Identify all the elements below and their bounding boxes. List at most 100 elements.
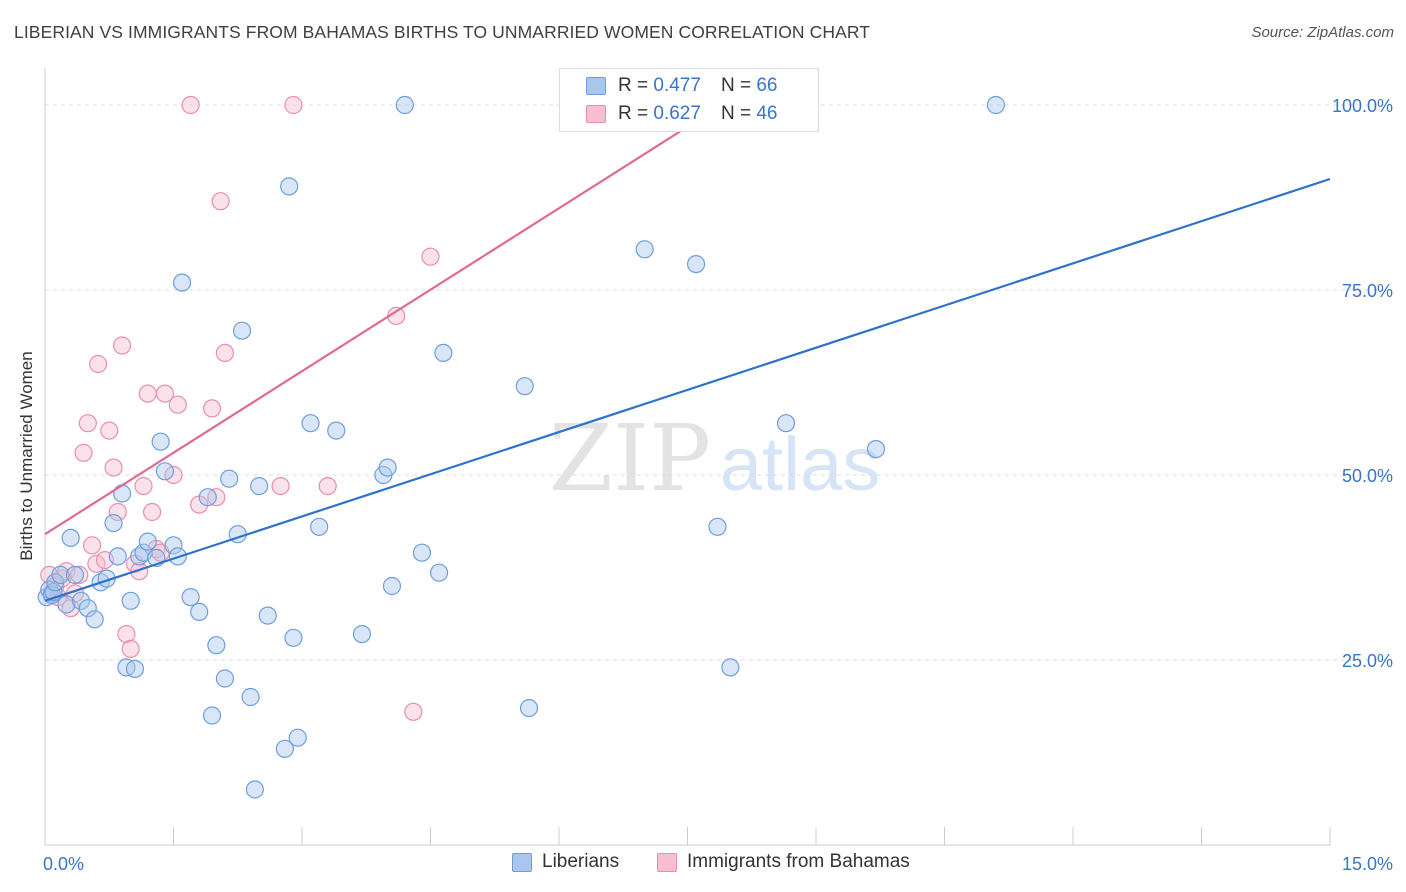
y-tick-label: 25.0% bbox=[1342, 651, 1393, 671]
bahamas-point bbox=[121, 639, 140, 659]
liberian-point bbox=[258, 606, 277, 625]
bahamas-point bbox=[134, 477, 153, 496]
liberian-point bbox=[151, 432, 170, 451]
bahamas-point bbox=[83, 536, 102, 555]
gridlines bbox=[45, 104, 1392, 661]
liberian-point bbox=[164, 536, 183, 555]
liberian-point bbox=[215, 669, 234, 688]
bahamas-point bbox=[318, 477, 337, 496]
watermark-atlas: atlas bbox=[720, 422, 881, 507]
liberian-point bbox=[241, 687, 260, 707]
bahamas-points bbox=[40, 95, 817, 721]
liberian-point bbox=[301, 414, 320, 433]
liberian-point bbox=[57, 595, 76, 614]
bahamas-point bbox=[78, 414, 97, 433]
liberian-point bbox=[172, 273, 192, 292]
legend-n-value: 46 bbox=[756, 103, 778, 124]
bahamas-trend-line bbox=[44, 104, 723, 536]
series-swatch-pink bbox=[657, 852, 677, 872]
liberian-point bbox=[866, 440, 886, 459]
liberian-point bbox=[207, 636, 226, 655]
legend-swatch-pink bbox=[586, 105, 606, 123]
correlation-legend: R = 0.477 N = 66 R = 0.627 N = 46 bbox=[559, 68, 819, 132]
watermark-zip: ZIP bbox=[549, 405, 711, 512]
liberian-point bbox=[310, 517, 329, 536]
liberian-point bbox=[986, 95, 1006, 115]
bahamas-point bbox=[142, 502, 162, 522]
liberian-point bbox=[125, 659, 145, 678]
liberian-point bbox=[112, 484, 132, 503]
series-swatch-blue bbox=[512, 852, 532, 872]
liberian-point bbox=[378, 458, 397, 477]
liberian-point bbox=[708, 517, 727, 536]
y-tick-label: 50.0% bbox=[1342, 466, 1393, 486]
bahamas-point bbox=[130, 562, 149, 581]
legend-r-label: R = bbox=[618, 75, 649, 96]
axes bbox=[44, 68, 1331, 846]
liberian-point bbox=[232, 321, 252, 340]
series-legend-liberians[interactable]: Liberians bbox=[512, 851, 619, 873]
liberian-point bbox=[635, 240, 654, 259]
liberian-point bbox=[51, 565, 70, 585]
liberian-point bbox=[71, 591, 91, 610]
liberian-point bbox=[515, 377, 534, 396]
liberian-point bbox=[284, 628, 303, 647]
bahamas-point bbox=[100, 421, 119, 440]
legend-r-value: 0.627 bbox=[653, 103, 701, 124]
bahamas-point bbox=[138, 384, 157, 403]
legend-row-bahamas: R = 0.627 N = 46 bbox=[586, 102, 777, 126]
liberian-point bbox=[155, 462, 175, 481]
series-legend-bahamas[interactable]: Immigrants from Bahamas bbox=[657, 851, 910, 873]
series-legend-label: Liberians bbox=[542, 851, 620, 872]
liberian-point bbox=[686, 255, 706, 274]
liberian-point bbox=[327, 421, 346, 440]
chart-title: LIBERIAN VS IMMIGRANTS FROM BAHAMAS BIRT… bbox=[14, 22, 871, 42]
liberian-point bbox=[190, 602, 209, 622]
liberian-point bbox=[61, 528, 80, 548]
liberian-point bbox=[434, 343, 453, 362]
source-label: Source: ZipAtlas.com bbox=[1251, 24, 1394, 41]
liberian-point bbox=[181, 587, 200, 607]
x-tick-label: 15.0% bbox=[1342, 854, 1393, 874]
liberian-point bbox=[245, 780, 264, 799]
legend-n-value: 66 bbox=[756, 75, 778, 96]
legend-row-liberians: R = 0.477 N = 66 bbox=[586, 74, 777, 98]
tick-labels: 25.0% 50.0% 75.0% 100.0% 0.0% 15.0% bbox=[43, 96, 1393, 874]
bahamas-point bbox=[108, 502, 127, 522]
liberian-point bbox=[65, 565, 85, 585]
liberian-point bbox=[138, 532, 157, 551]
bahamas-point bbox=[202, 399, 222, 418]
liberian-point bbox=[288, 728, 307, 747]
legend-r-label: R = bbox=[618, 103, 649, 124]
liberian-point bbox=[220, 469, 239, 488]
series-legend: Liberians Immigrants from Bahamas bbox=[0, 851, 1406, 877]
y-tick-label: 75.0% bbox=[1342, 281, 1393, 301]
bahamas-point bbox=[181, 95, 200, 115]
liberian-point bbox=[198, 488, 217, 507]
liberian-point bbox=[519, 698, 539, 718]
bahamas-point bbox=[284, 95, 303, 115]
bahamas-point bbox=[168, 395, 187, 414]
liberian-point bbox=[78, 599, 97, 618]
y-axis-label: Births to Unmarried Women bbox=[17, 351, 36, 560]
liberian-point bbox=[108, 547, 127, 566]
liberian-point bbox=[395, 95, 414, 115]
liberian-point bbox=[104, 513, 123, 533]
liberian-point bbox=[721, 658, 740, 677]
liberian-points bbox=[37, 95, 1006, 799]
bahamas-point bbox=[421, 247, 440, 266]
legend-n-label: N = bbox=[720, 103, 752, 124]
bahamas-point bbox=[89, 354, 108, 374]
liberian-point bbox=[250, 477, 269, 496]
watermark: ZIP atlas bbox=[549, 405, 880, 512]
liberian-point bbox=[429, 563, 449, 582]
x-tick-label: 0.0% bbox=[43, 854, 84, 874]
liberian-point bbox=[202, 706, 222, 725]
liberian-point bbox=[352, 624, 372, 644]
bahamas-point bbox=[112, 336, 132, 355]
bahamas-point bbox=[215, 343, 234, 362]
bahamas-point bbox=[74, 443, 93, 462]
series-legend-label: Immigrants from Bahamas bbox=[687, 851, 910, 872]
liberian-point bbox=[412, 543, 432, 562]
